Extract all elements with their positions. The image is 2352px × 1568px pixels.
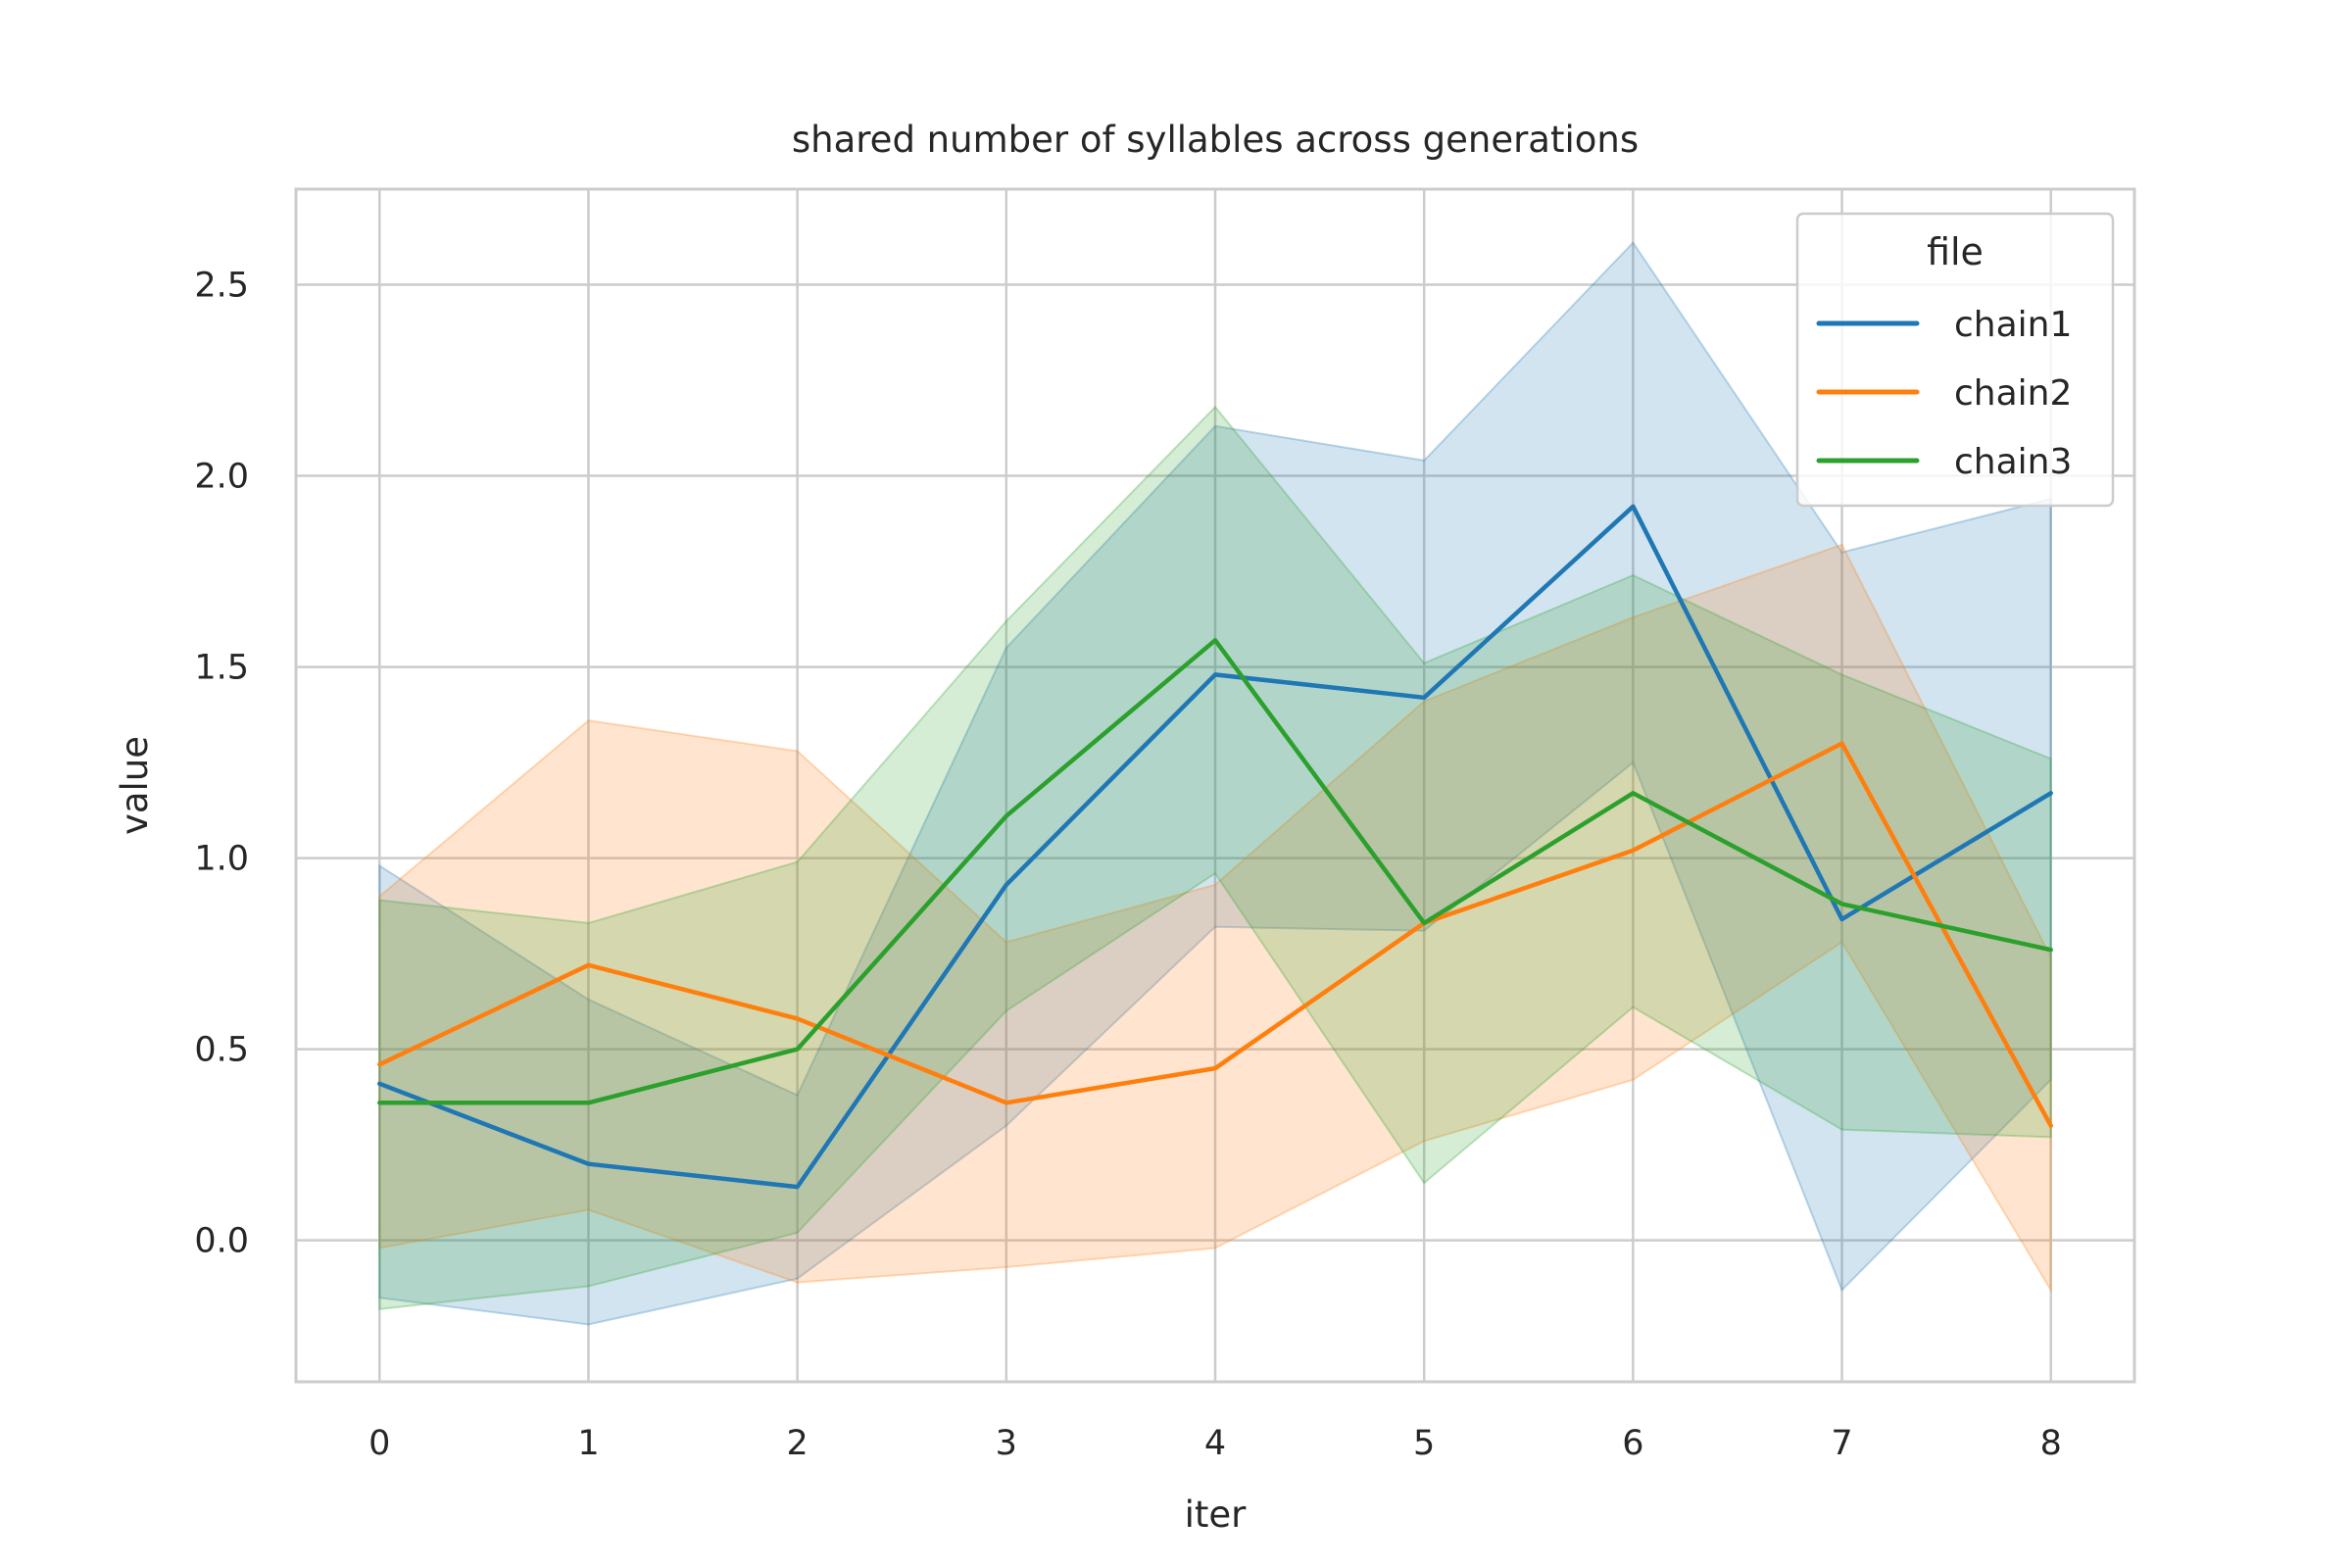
legend-title: file bbox=[1927, 230, 1984, 273]
x-tick-label: 3 bbox=[996, 1424, 1017, 1463]
chain3-confidence-band bbox=[378, 405, 2052, 1311]
y-tick-label: 2.5 bbox=[194, 267, 249, 306]
series-lines bbox=[377, 504, 2053, 1190]
x-tick-label: 6 bbox=[1622, 1424, 1643, 1463]
x-tick-label: 8 bbox=[2040, 1424, 2062, 1463]
legend-label-chain2: chain2 bbox=[1954, 373, 2072, 414]
x-tick-label: 0 bbox=[368, 1424, 390, 1463]
legend-label-chain1: chain1 bbox=[1954, 305, 2072, 345]
chain1-confidence-band bbox=[378, 241, 2052, 1326]
y-tick-label: 2.0 bbox=[194, 458, 249, 497]
legend: file chain1 chain2 chain3 bbox=[1795, 212, 2115, 508]
y-axis-label: value bbox=[114, 736, 156, 835]
tick-labels: 0 1 2 3 4 5 6 7 8 0.0 0.5 1.0 1.5 2.0 2.5 bbox=[194, 267, 2062, 1463]
y-tick-label: 0.5 bbox=[194, 1031, 249, 1070]
legend-box bbox=[1795, 212, 2115, 508]
chart-title: shared number of syllables across genera… bbox=[792, 119, 1639, 161]
x-tick-label: 7 bbox=[1831, 1424, 1852, 1463]
legend-entries: chain1 chain2 chain3 bbox=[1816, 305, 2072, 482]
y-tick-label: 0.0 bbox=[194, 1222, 249, 1261]
chain3-line bbox=[377, 638, 2053, 1105]
chain1-line bbox=[377, 504, 2053, 1190]
confidence-bands bbox=[378, 241, 2052, 1326]
x-tick-label: 1 bbox=[577, 1424, 599, 1463]
x-tick-label: 4 bbox=[1204, 1424, 1226, 1463]
y-tick-label: 1.5 bbox=[194, 649, 249, 688]
chain2-line bbox=[377, 741, 2053, 1128]
x-tick-label: 5 bbox=[1413, 1424, 1435, 1463]
legend-label-chain3: chain3 bbox=[1954, 442, 2072, 482]
plot-frame bbox=[294, 187, 2136, 1384]
y-tick-label: 1.0 bbox=[194, 840, 249, 879]
chain2-confidence-band bbox=[378, 543, 2052, 1295]
x-tick-label: 2 bbox=[786, 1424, 808, 1463]
x-axis-label: iter bbox=[1185, 1494, 1248, 1536]
